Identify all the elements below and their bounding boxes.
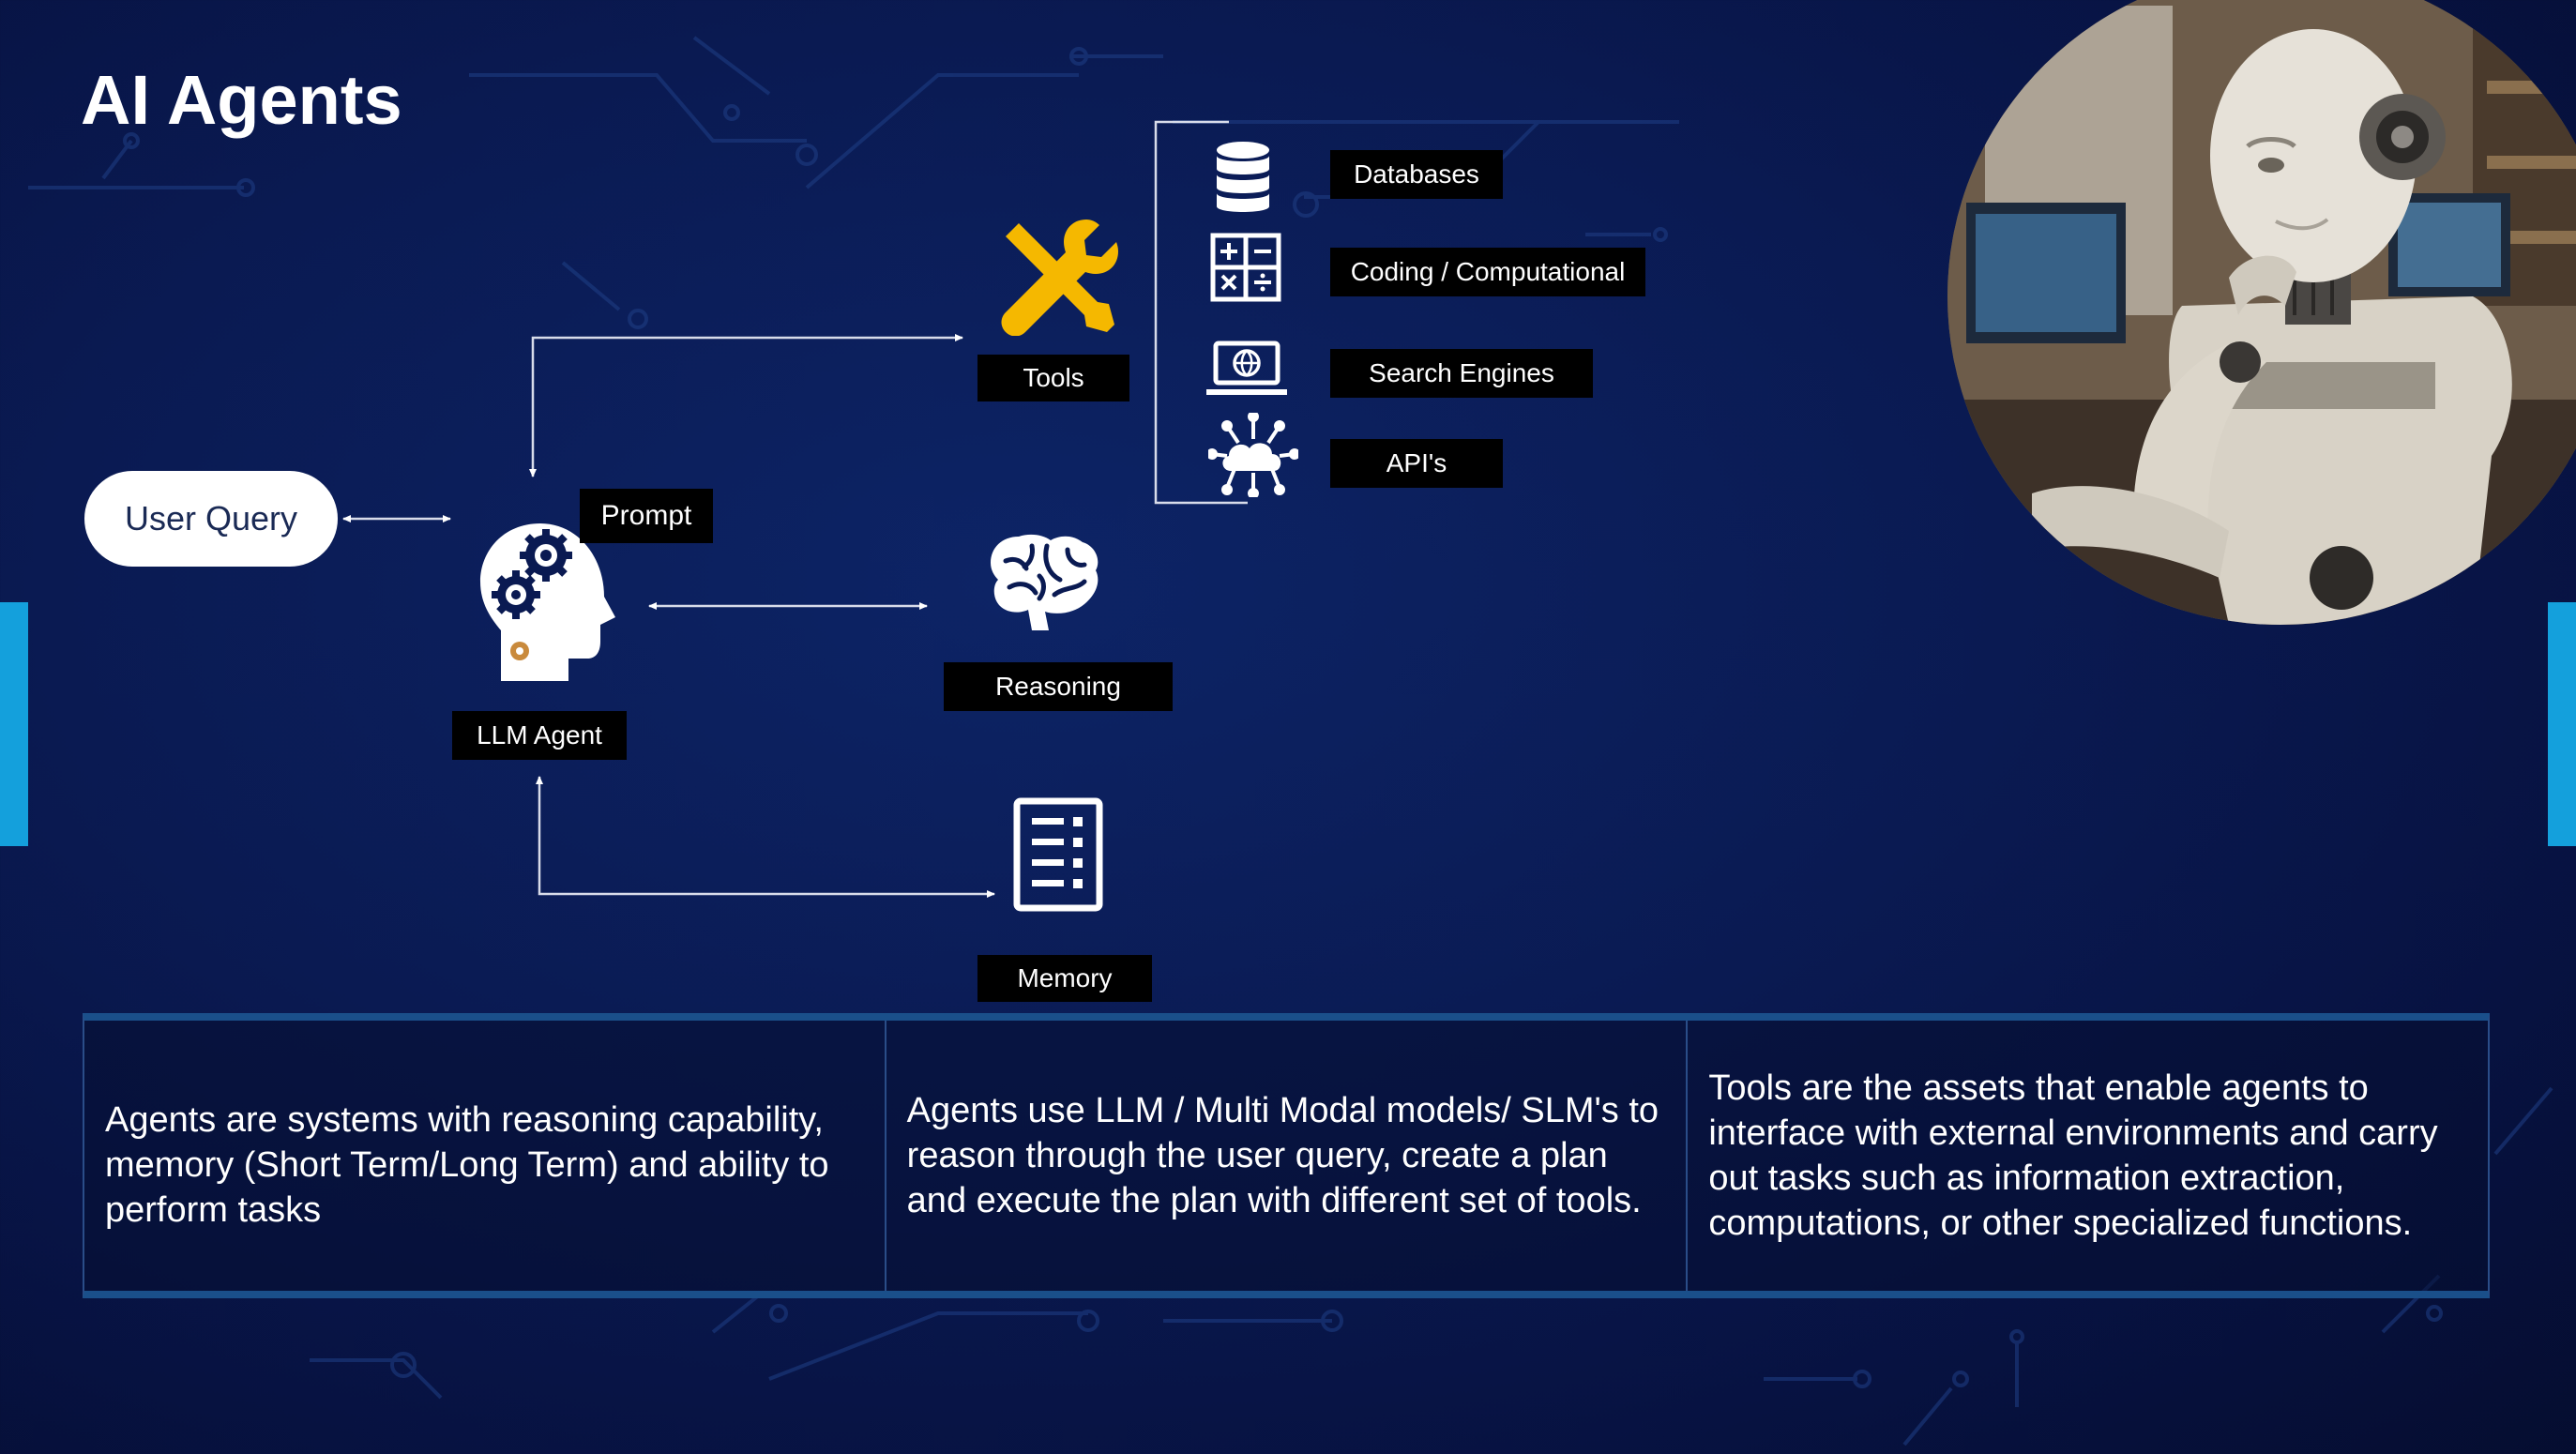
user-query-node: User Query [84,471,338,567]
tool-item-apis: API's [1330,439,1503,488]
prompt-label: Prompt [580,489,713,543]
slide-title: AI Agents [81,61,402,139]
memory-document-icon [1013,797,1103,912]
laptop-globe-icon [1206,341,1287,395]
memory-label: Memory [977,955,1152,1002]
cloud-network-icon [1208,413,1298,497]
right-accent-bar [2548,602,2576,846]
panel-cell-agents-definition: Agents are systems with reasoning capabi… [84,1021,886,1291]
tool-item-databases: Databases [1330,150,1503,199]
panel-cell-tools-definition: Tools are the assets that enable agents … [1708,1068,2438,1243]
left-accent-bar [0,602,28,846]
database-icon [1217,142,1269,212]
tool-item-coding-computational: Coding / Computational [1330,248,1645,296]
brain-icon [991,534,1099,630]
llm-agent-label: LLM Agent [452,711,627,760]
description-panel: Agents are systems with reasoning capabi… [83,1013,2490,1298]
tools-label: Tools [977,355,1129,401]
panel-cell-agents-models: Agents use LLM / Multi Modal models/ SLM… [886,1021,1689,1291]
tools-wrench-screwdriver-icon [1001,220,1118,336]
tool-item-search-engines: Search Engines [1330,349,1593,398]
reasoning-label: Reasoning [944,662,1173,711]
llm-agent-head-icon [480,523,615,681]
robot-illustration [1947,0,2576,625]
calculator-icon [1210,233,1281,302]
